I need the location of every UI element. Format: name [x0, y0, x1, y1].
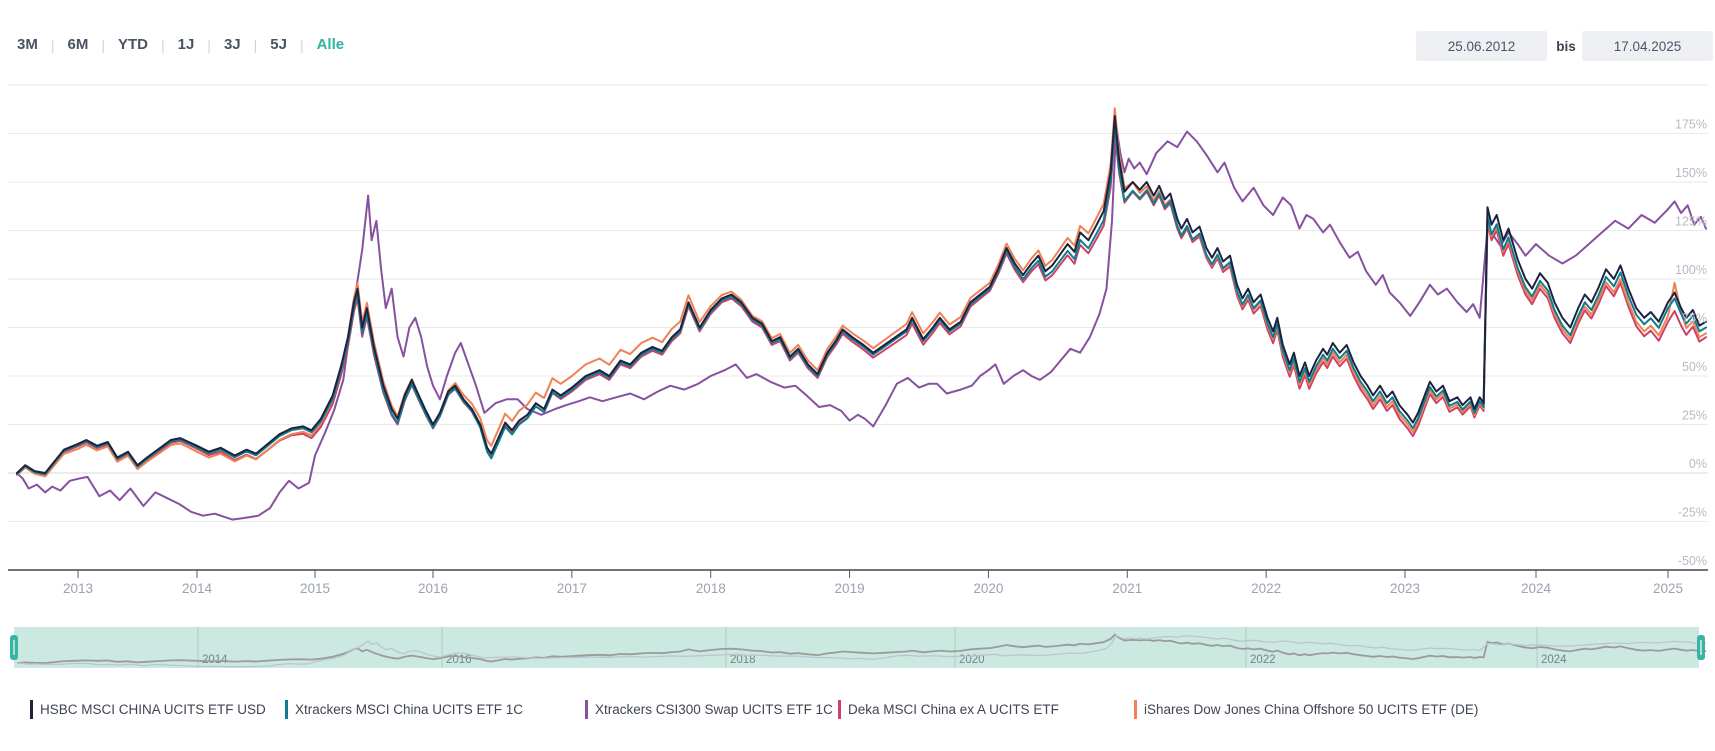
y-axis-label: 125% — [1675, 215, 1707, 229]
navigator-series-hsbc — [16, 633, 1707, 664]
range-3j[interactable]: 3J — [223, 36, 241, 53]
x-axis-label: 2018 — [696, 581, 726, 596]
range-selector: 3M | 6M | YTD | 1J | 3J | 5J | Alle — [17, 36, 344, 53]
navigator-track[interactable] — [14, 627, 1699, 668]
navigator-year-label: 2022 — [1250, 654, 1276, 666]
y-axis-label: 25% — [1682, 409, 1707, 423]
navigator-year-label: 2014 — [202, 654, 228, 666]
date-to-input[interactable]: 17.04.2025 — [1582, 31, 1713, 61]
x-axis-label: 2016 — [418, 581, 448, 596]
range-separator: | — [160, 36, 165, 53]
legend-swatch-xtrackers-msci — [285, 700, 288, 719]
legend-swatch-xtrackers-csi300 — [585, 700, 588, 719]
legend-item-deka[interactable]: Deka MSCI China ex A UCITS ETF — [838, 700, 1059, 719]
x-axis-label: 2021 — [1112, 581, 1142, 596]
legend-swatch-deka — [838, 700, 841, 719]
series-line-xtrackers_csi300 — [16, 124, 1707, 521]
range-alle[interactable]: Alle — [316, 36, 345, 53]
y-axis-label: 75% — [1682, 312, 1707, 326]
legend-item-xtrackers-msci[interactable]: Xtrackers MSCI China UCITS ETF 1C — [285, 700, 523, 719]
series-line-hsbc — [16, 115, 1707, 474]
legend-label-ishares: iShares Dow Jones China Offshore 50 UCIT… — [1144, 702, 1479, 717]
legend-swatch-ishares — [1134, 700, 1137, 719]
legend-label-xtrackers-csi300: Xtrackers CSI300 Swap UCITS ETF 1C — [595, 702, 833, 717]
range-separator: | — [101, 36, 105, 53]
legend-label-deka: Deka MSCI China ex A UCITS ETF — [848, 702, 1059, 717]
range-1j[interactable]: 1J — [177, 36, 195, 53]
y-axis-label: -25% — [1678, 506, 1707, 520]
series-line-xtrackers_msci — [16, 124, 1707, 476]
price-chart: 175% 150% 125% 100% 75% 50% 25% 0% -25% -50% 2013 2… — [8, 84, 1708, 668]
date-from-input[interactable]: 25.06.2012 — [1416, 31, 1547, 61]
legend-label-hsbc: HSBC MSCI CHINA UCITS ETF USD — [40, 702, 266, 717]
navigator-year-label: 2018 — [730, 654, 756, 666]
y-axis-label: 150% — [1675, 166, 1707, 180]
x-axis-label: 2014 — [182, 581, 213, 596]
y-axis-label: 175% — [1675, 118, 1707, 132]
legend-item-hsbc[interactable]: HSBC MSCI CHINA UCITS ETF USD — [30, 700, 266, 719]
y-axis-label: 100% — [1675, 263, 1707, 277]
legend-item-xtrackers-csi300[interactable]: Xtrackers CSI300 Swap UCITS ETF 1C — [585, 700, 833, 719]
date-range-separator-label: bis — [1556, 38, 1576, 54]
y-axis-label: 0% — [1689, 457, 1707, 471]
x-axis-label: 2013 — [63, 581, 93, 596]
legend-item-ishares[interactable]: iShares Dow Jones China Offshore 50 UCIT… — [1134, 700, 1478, 719]
x-axis-label: 2023 — [1390, 581, 1420, 596]
navigator-year-label: 2024 — [1541, 654, 1567, 666]
range-separator: | — [50, 36, 55, 53]
y-axis-label: -50% — [1678, 554, 1707, 568]
range-separator: | — [299, 36, 304, 53]
range-ytd[interactable]: YTD — [117, 36, 148, 53]
x-axis-label: 2025 — [1653, 581, 1683, 596]
navigator-series-xtrackers_csi300 — [16, 634, 1707, 668]
navigator-year-label: 2020 — [959, 654, 985, 666]
series-line-ishares — [16, 107, 1707, 478]
range-5j[interactable]: 5J — [270, 36, 287, 53]
x-axis-label: 2024 — [1521, 581, 1552, 596]
chart-legend: HSBC MSCI CHINA UCITS ETF USD Xtrackers … — [0, 700, 1715, 730]
x-axis-label: 2019 — [835, 581, 865, 596]
x-axis-label: 2022 — [1251, 581, 1281, 596]
x-axis-label: 2017 — [557, 581, 587, 596]
range-separator: | — [253, 36, 258, 53]
range-separator: | — [207, 36, 211, 53]
range-3m[interactable]: 3M — [17, 36, 38, 53]
x-axis-label: 2020 — [973, 581, 1003, 596]
legend-swatch-hsbc — [30, 700, 33, 719]
series-line-deka — [16, 130, 1707, 477]
range-6m[interactable]: 6M — [67, 36, 89, 53]
legend-label-xtrackers-msci: Xtrackers MSCI China UCITS ETF 1C — [295, 702, 524, 717]
y-axis-label: 50% — [1682, 360, 1707, 374]
x-axis-label: 2015 — [300, 581, 330, 596]
